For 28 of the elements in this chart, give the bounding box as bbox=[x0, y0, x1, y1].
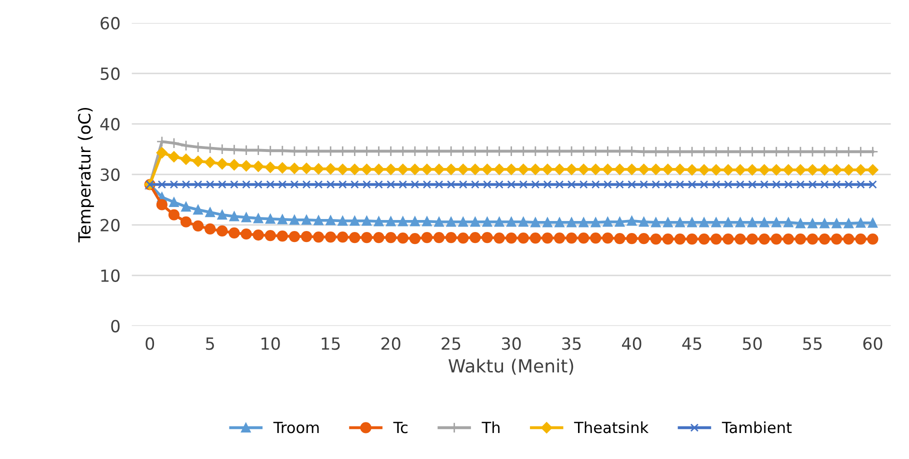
point bbox=[156, 136, 168, 148]
y-tick-label: 60 bbox=[100, 16, 120, 30]
x-tick-label: 55 bbox=[803, 338, 822, 350]
y-tick-label: 50 bbox=[100, 67, 120, 80]
x-tick-label: 5 bbox=[206, 338, 214, 350]
x-tick-label: 25 bbox=[442, 337, 460, 350]
y-tick-label: 10 bbox=[101, 269, 120, 282]
legend-label: Theatsink bbox=[574, 421, 649, 434]
x-tick-label: 15 bbox=[322, 338, 340, 350]
x-tick-label: 35 bbox=[562, 337, 581, 350]
legend-label: Troom bbox=[273, 422, 319, 434]
x-tick-label: 40 bbox=[622, 337, 642, 350]
x-tick-label: 50 bbox=[742, 337, 762, 350]
legend-label: Tambient bbox=[722, 421, 792, 434]
x-tick-label: 60 bbox=[863, 337, 882, 350]
x-axis-title: Waktu (Menit) bbox=[448, 358, 574, 375]
y-tick-label: 0 bbox=[111, 320, 120, 332]
y-axis-title: Temperatur (oC) bbox=[78, 108, 94, 242]
x-tick-label: 30 bbox=[502, 337, 521, 350]
x-tick-label: 10 bbox=[262, 337, 280, 350]
y-tick-label: 30 bbox=[100, 168, 120, 181]
x-tick-label: 20 bbox=[381, 337, 400, 350]
x-tick-label: 45 bbox=[682, 338, 702, 350]
legend-label: Tc bbox=[393, 422, 408, 434]
x-tick-label: 0 bbox=[146, 337, 154, 350]
legend-label: Th bbox=[482, 421, 500, 434]
y-tick-label: 40 bbox=[100, 118, 120, 130]
y-tick-label: 20 bbox=[100, 218, 120, 232]
